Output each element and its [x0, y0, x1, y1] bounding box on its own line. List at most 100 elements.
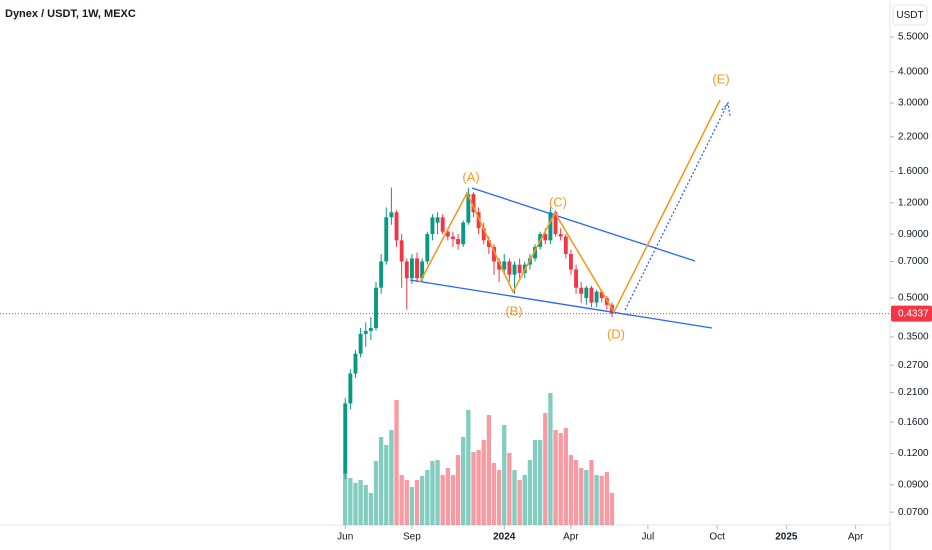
chart-title: Dynex / USDT, 1W, MEXC: [5, 8, 136, 20]
candle-body: [461, 222, 466, 245]
wave-label: (A): [462, 169, 479, 184]
volume-bar: [461, 437, 466, 525]
volume-bar: [481, 440, 486, 525]
projection-arrow: [721, 101, 731, 117]
volume-bar: [440, 475, 445, 525]
candle-body: [502, 261, 507, 270]
y-tick-label: 0.2700: [898, 360, 929, 371]
volume-bar: [430, 461, 435, 525]
volume-bar: [476, 450, 481, 525]
volume-bar: [404, 480, 409, 525]
drawings: (A) (B) (C) (D) (E): [409, 71, 731, 341]
trend-line-upper: [471, 187, 696, 262]
candle-body: [589, 287, 594, 303]
y-tick-label: 0.5000: [898, 293, 929, 304]
candle-body: [486, 240, 491, 247]
candle-body: [553, 212, 558, 235]
volume-bar: [389, 430, 394, 525]
volume-bar: [512, 470, 517, 525]
volume-bar: [517, 480, 522, 525]
x-tick-label: 2024: [493, 532, 516, 543]
candle-body: [389, 212, 394, 218]
candle-body: [409, 258, 414, 279]
candle-body: [425, 234, 430, 262]
candle-body: [440, 217, 445, 232]
volume-bar: [491, 463, 497, 525]
volume-bar: [573, 460, 579, 525]
candle-body: [533, 246, 537, 259]
volume-bar: [609, 493, 615, 525]
volume-bar: [502, 425, 507, 525]
candle-body: [404, 261, 409, 279]
volume-bar: [394, 400, 399, 525]
volume-bar: [363, 485, 368, 525]
volume-bar: [414, 480, 420, 525]
y-tick-label: 3.0000: [898, 98, 929, 109]
volume-bar: [527, 460, 533, 525]
volume-bar: [579, 468, 584, 525]
candle-body: [374, 287, 378, 328]
wave-label: (D): [607, 326, 625, 341]
x-tick-label: Jul: [641, 532, 654, 543]
candle-body: [451, 236, 455, 240]
volume-bar: [532, 440, 538, 525]
volume-bar: [507, 453, 512, 525]
currency-label[interactable]: USDT: [896, 10, 923, 21]
candle-body: [363, 330, 368, 334]
volume-bar: [378, 437, 384, 525]
y-tick-label: 1.6000: [898, 166, 929, 177]
candle-body: [563, 236, 568, 254]
y-tick-label: 0.0900: [898, 479, 929, 490]
last-price-badge: [891, 305, 932, 322]
y-tick-label: 5.5000: [898, 32, 929, 43]
volume-bar: [435, 460, 440, 525]
volume-bar: [343, 472, 348, 525]
volume-bar: [584, 470, 589, 525]
volume-bar: [348, 478, 353, 525]
volume-bar: [420, 476, 425, 525]
y-tick-label: 0.3500: [898, 332, 929, 343]
candle-body: [445, 231, 450, 237]
volume-bar: [486, 415, 492, 525]
candle-body: [574, 269, 579, 288]
volume-bar: [450, 475, 456, 525]
y-tick-label: 0.1600: [898, 417, 929, 428]
volume-bar: [445, 468, 450, 525]
candle-body: [379, 261, 384, 288]
volume-bar: [604, 472, 609, 525]
volume-bar: [496, 470, 502, 525]
candle-body: [399, 240, 404, 262]
trend-line-lower: [409, 279, 713, 329]
candle-body: [512, 264, 517, 275]
candle-body: [594, 291, 599, 303]
wave-label: (B): [505, 303, 522, 318]
volume-bar: [368, 493, 374, 525]
y-tick-label: 0.7000: [898, 256, 929, 267]
candle-body: [599, 291, 604, 299]
candle-body: [415, 258, 419, 279]
x-tick-label: 2025: [775, 532, 798, 543]
wave-path: [419, 99, 721, 314]
candle-body: [348, 373, 353, 404]
volume-bar: [373, 461, 379, 525]
currency-button[interactable]: [892, 4, 928, 26]
candle-body: [507, 261, 512, 275]
candle-body: [481, 228, 486, 241]
volume-bar: [568, 455, 574, 525]
volume-bar: [548, 393, 553, 525]
volume-bar: [553, 430, 558, 525]
candle-body: [584, 287, 589, 299]
x-tick-label: Jun: [337, 532, 353, 543]
candle-body: [456, 239, 461, 245]
candle-body: [492, 246, 496, 262]
volume-bar: [471, 452, 476, 525]
y-tick-label: 2.2000: [898, 131, 929, 142]
volume-bar: [558, 433, 563, 525]
y-tick-label: 4.0000: [898, 66, 929, 77]
wave-label: (C): [549, 194, 567, 209]
candle-body: [368, 327, 373, 331]
volume-bar: [563, 428, 568, 525]
candle-body: [394, 212, 399, 241]
volume-bar: [522, 475, 527, 525]
